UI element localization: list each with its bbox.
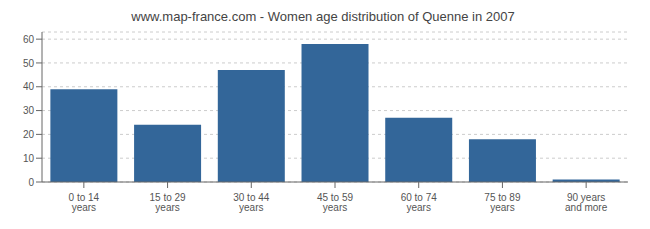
- svg-text:30 to 44years: 30 to 44years: [233, 192, 270, 213]
- svg-text:0 to 14years: 0 to 14years: [69, 192, 100, 213]
- svg-text:40: 40: [23, 81, 35, 92]
- svg-text:20: 20: [23, 129, 35, 140]
- svg-text:10: 10: [23, 153, 35, 164]
- svg-text:75 to 89years: 75 to 89years: [484, 192, 521, 213]
- svg-text:60: 60: [23, 34, 35, 45]
- svg-text:0: 0: [28, 177, 34, 188]
- svg-text:90 yearsand more: 90 yearsand more: [565, 192, 608, 213]
- svg-text:45 to 59years: 45 to 59years: [317, 192, 354, 213]
- svg-text:30: 30: [23, 105, 35, 116]
- svg-text:60 to 74years: 60 to 74years: [401, 192, 438, 213]
- svg-text:15 to 29years: 15 to 29years: [149, 192, 186, 213]
- html-text:www.map-france.com - Women age: www.map-france.com - Women age distribut…: [131, 9, 515, 24]
- svg-text:50: 50: [23, 58, 35, 69]
